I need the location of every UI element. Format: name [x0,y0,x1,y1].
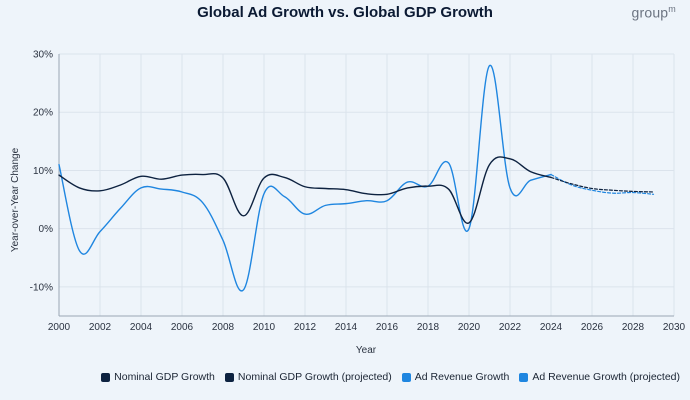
tick-labels: 2000 2002 2004 2006 2008 2010 2012 2014 2016 2018… [30,50,686,334]
y-tick-label: 30% [33,50,53,61]
x-tick-label: 2014 [335,322,358,333]
legend-swatch [224,372,234,382]
x-tick-label: 2002 [89,322,112,333]
series-line-nominal-gdp-growth [58,156,552,224]
legend: Nominal GDP Growth Nominal GDP Growth (pr… [0,371,680,383]
legend-item-nominal-gdp-growth-projected[interactable]: Nominal GDP Growth (projected) [224,371,392,383]
x-tick-label: 2030 [663,322,686,333]
x-tick-label: 2018 [417,322,440,333]
brand-text: group [631,4,669,21]
legend-swatch [519,372,529,382]
series-lines [58,64,655,292]
axes [58,54,674,317]
x-tick-label: 2028 [622,322,645,333]
y-tick-label: -10% [30,282,53,293]
x-tick-label: 2016 [376,322,399,333]
legend-label: Nominal GDP Growth (projected) [237,371,392,383]
series-line-ad-revenue-growth-projected [550,173,655,195]
x-tick-label: 2008 [212,322,235,333]
x-tick-label: 2004 [130,322,153,333]
y-tick-label: 0% [39,224,54,235]
legend-swatch [101,372,111,382]
legend-label: Ad Revenue Growth [414,371,510,383]
x-tick-label: 2026 [581,322,604,333]
legend-item-ad-revenue-growth-projected[interactable]: Ad Revenue Growth (projected) [519,371,680,383]
brand-superscript: m [668,4,676,14]
legend-label: Ad Revenue Growth (projected) [532,371,680,383]
x-tick-label: 2020 [458,322,481,333]
x-tick-label: 2010 [253,322,276,333]
grid-lines [58,53,675,316]
legend-item-nominal-gdp-growth[interactable]: Nominal GDP Growth [101,371,215,383]
y-axis-label: Year-over-Year Change [10,147,21,252]
y-tick-label: 10% [33,166,53,177]
legend-item-ad-revenue-growth[interactable]: Ad Revenue Growth [401,371,510,383]
series-line-nominal-gdp-growth-projected [550,176,655,193]
y-tick-label: 20% [33,108,53,119]
legend-swatch [401,372,411,382]
x-axis-label: Year [356,345,377,356]
brand-logo: groupm [631,4,676,21]
x-tick-label: 2006 [171,322,194,333]
x-tick-label: 2024 [540,322,563,333]
chart-title: Global Ad Growth vs. Global GDP Growth [197,4,493,21]
x-tick-label: 2022 [499,322,522,333]
x-tick-label: 2000 [48,322,71,333]
x-tick-label: 2012 [294,322,317,333]
series-line-ad-revenue-growth [58,64,552,292]
legend-label: Nominal GDP Growth [114,371,215,383]
